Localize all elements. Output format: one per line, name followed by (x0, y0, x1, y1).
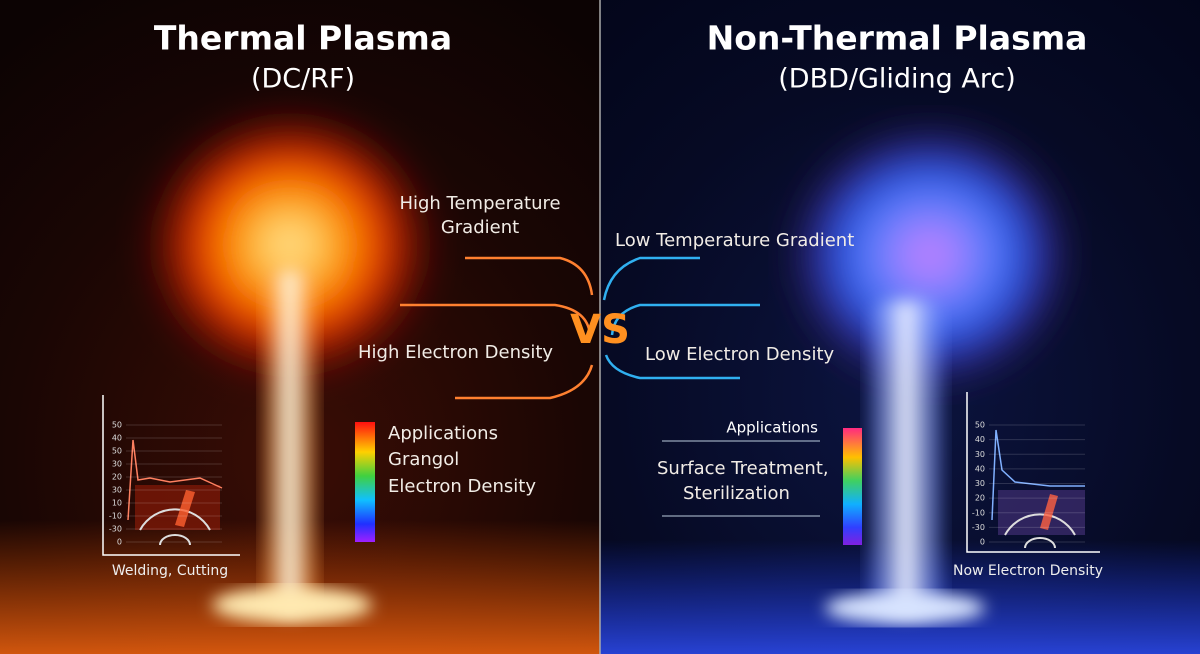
legend-line: Applications (388, 423, 498, 444)
thermal-plasma-column (262, 270, 318, 615)
right-mini-chart (966, 392, 1100, 553)
non-thermal-arrows (602, 256, 760, 380)
thermal-plasma-cloud (145, 110, 435, 380)
chart-tick-label: 50 (112, 447, 122, 456)
chart-tick-label: 30 (112, 460, 122, 469)
chart-tick-label: 10 (112, 499, 122, 508)
chart-tick-label: 30 (975, 479, 985, 488)
left-title: Thermal Plasma (154, 19, 452, 58)
chart-tick-label: 0 (980, 538, 985, 547)
gradient-label: High Temperature (399, 193, 560, 214)
chart-tick-label: -30 (109, 525, 122, 534)
non-thermal-plasma-base (825, 592, 985, 624)
non-thermal-plasma-cloud (795, 130, 1065, 380)
left-subtitle: (DC/RF) (251, 64, 355, 95)
chart-tick-label: 20 (112, 473, 122, 482)
legend-line: Grangol (388, 449, 459, 470)
chart-tick-label: 30 (975, 450, 985, 459)
right-subtitle: (DBD/Gliding Arc) (778, 64, 1016, 95)
color-bar (355, 422, 375, 542)
chart-tick-label: 40 (975, 435, 985, 444)
chart-tick-label: -10 (109, 512, 122, 521)
applications-line: Sterilization (683, 483, 790, 504)
chart-tick-label: 30 (112, 486, 122, 495)
chart-tick-label: 0 (117, 538, 122, 547)
chart-tick-label: 40 (975, 464, 985, 473)
thermal-plasma-base (212, 587, 372, 623)
applications-heading: Applications (726, 419, 818, 437)
right-title: Non-Thermal Plasma (707, 19, 1088, 58)
applications-line: Surface Treatment, (657, 458, 829, 479)
chart-tick-label: -10 (972, 508, 985, 517)
left-mini-chart (102, 395, 240, 556)
legend-line: Electron Density (388, 476, 536, 497)
chart-tick-label: 50 (112, 421, 122, 430)
chart-caption: Now Electron Density (953, 563, 1103, 579)
color-bar (843, 428, 862, 545)
gradient-label: Low Temperature Gradient (615, 230, 854, 251)
chart-tick-label: 20 (975, 494, 985, 503)
chart-tick-label: 50 (975, 421, 985, 430)
thermal-arrows (400, 256, 594, 400)
gradient-label: Gradient (441, 217, 519, 238)
chart-tick-label: 40 (112, 434, 122, 443)
non-thermal-plasma-column (868, 300, 944, 615)
density-label: Low Electron Density (645, 344, 834, 365)
chart-tick-label: -30 (972, 523, 985, 532)
vs-label: VS (570, 307, 630, 353)
chart-caption: Welding, Cutting (112, 563, 228, 579)
density-label: High Electron Density (358, 342, 553, 363)
